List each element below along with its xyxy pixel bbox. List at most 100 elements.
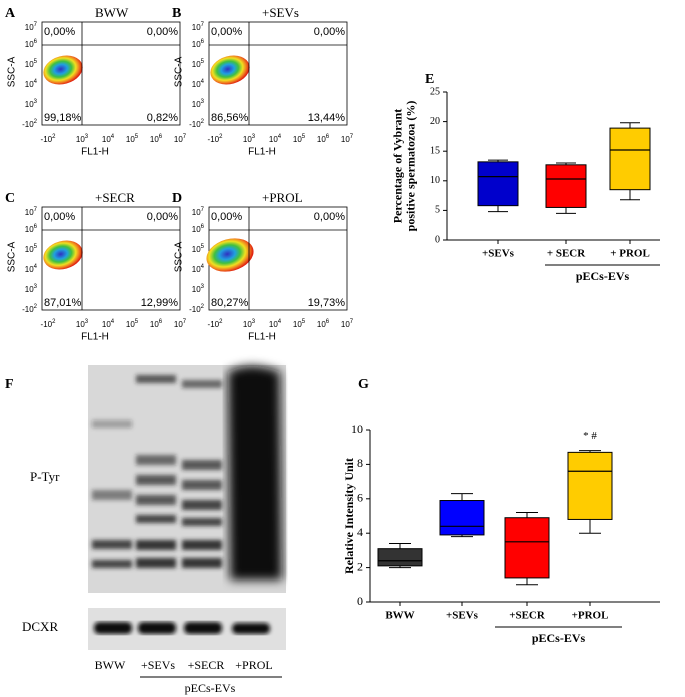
band-label: DCXR bbox=[22, 619, 58, 634]
annotation: * # bbox=[583, 430, 597, 442]
x-tick-label: +SECR bbox=[509, 610, 546, 622]
quadrant-value: 99,18% bbox=[44, 112, 82, 124]
y-tick-label: 105 bbox=[25, 59, 38, 70]
y-tick-label: 104 bbox=[25, 79, 38, 90]
y-tick-label: 10 bbox=[430, 175, 440, 186]
panel-letter: G bbox=[358, 377, 369, 392]
panel-title: +PROL bbox=[262, 190, 303, 205]
y-tick-label: 106 bbox=[25, 39, 38, 50]
y-tick-label: 104 bbox=[192, 264, 205, 275]
box bbox=[545, 164, 587, 208]
y-axis-label: Percentage of Vybrant bbox=[390, 109, 404, 223]
x-tick-label: -102 bbox=[41, 134, 57, 145]
group-label: pECs-EVs bbox=[576, 269, 630, 283]
lane-label: +SECR bbox=[188, 658, 225, 672]
y-tick-label: 20 bbox=[430, 116, 440, 127]
box bbox=[439, 500, 485, 536]
x-tick-label: 107 bbox=[341, 134, 354, 145]
y-axis-label: Relative Intensity Unit bbox=[342, 458, 356, 574]
x-tick-label: -102 bbox=[208, 319, 224, 330]
lane-label: +SEVs bbox=[141, 658, 175, 672]
x-tick-label: + SECR bbox=[547, 248, 586, 260]
panel-letter: C bbox=[5, 191, 15, 206]
panel-title: +SEVs bbox=[262, 5, 299, 20]
quadrant-value: 0,00% bbox=[211, 26, 242, 38]
quadrant-value: 19,73% bbox=[308, 297, 346, 309]
quadrant-value: 0,00% bbox=[147, 26, 178, 38]
y-tick-label: 107 bbox=[25, 207, 38, 218]
y-tick-label: 105 bbox=[192, 244, 205, 255]
y-tick-label: 5 bbox=[435, 205, 440, 216]
y-tick-label: 104 bbox=[192, 79, 205, 90]
quadrant-value: 12,99% bbox=[141, 297, 179, 309]
x-tick-label: 105 bbox=[126, 134, 139, 145]
y-tick-label: 15 bbox=[430, 145, 440, 156]
quadrant-value: 0,00% bbox=[314, 26, 345, 38]
y-tick-label: 103 bbox=[25, 99, 38, 110]
blot-image bbox=[88, 365, 286, 650]
y-tick-label: 106 bbox=[192, 224, 205, 235]
x-tick-label: 103 bbox=[243, 319, 256, 330]
x-axis-label: FL1-H bbox=[248, 147, 276, 158]
x-tick-label: 104 bbox=[269, 134, 282, 145]
x-tick-label: 106 bbox=[317, 319, 330, 330]
y-axis-label: SSC-A bbox=[174, 241, 185, 272]
y-tick-label: -102 bbox=[189, 304, 205, 315]
panel-letter: B bbox=[172, 6, 181, 21]
x-tick-label: 106 bbox=[150, 134, 163, 145]
panel-title: +SECR bbox=[95, 190, 135, 205]
x-axis-label: FL1-H bbox=[248, 332, 276, 343]
y-tick-label: 10 bbox=[351, 422, 363, 436]
panel-letter: D bbox=[172, 191, 182, 206]
plot-frame bbox=[41, 21, 181, 126]
density-blob bbox=[43, 240, 83, 270]
y-tick-label: 107 bbox=[192, 207, 205, 218]
x-tick-label: 106 bbox=[150, 319, 163, 330]
lane-label: BWW bbox=[95, 658, 126, 672]
y-tick-label: 25 bbox=[430, 86, 440, 97]
y-tick-label: 0 bbox=[357, 594, 363, 608]
x-tick-label: -102 bbox=[41, 319, 57, 330]
quadrant-value: 0,00% bbox=[147, 211, 178, 223]
box bbox=[504, 517, 550, 579]
x-tick-label: +SEVs bbox=[482, 248, 515, 260]
quadrant-value: 0,00% bbox=[211, 211, 242, 223]
quadrant-value: 13,44% bbox=[308, 112, 346, 124]
y-tick-label: 4 bbox=[357, 525, 363, 539]
y-tick-label: -102 bbox=[189, 119, 205, 130]
y-tick-label: 103 bbox=[25, 284, 38, 295]
box bbox=[609, 127, 651, 191]
panel-letter: A bbox=[5, 6, 16, 21]
x-tick-label: +SEVs bbox=[446, 610, 479, 622]
y-tick-label: 6 bbox=[357, 491, 363, 505]
x-tick-label: + PROL bbox=[610, 248, 650, 260]
group-label: pECs-EVs bbox=[532, 631, 586, 645]
density-blob bbox=[43, 55, 83, 85]
quadrant-value: 86,56% bbox=[211, 112, 249, 124]
x-tick-label: 103 bbox=[243, 134, 256, 145]
y-tick-label: 104 bbox=[25, 264, 38, 275]
y-tick-label: 8 bbox=[357, 456, 363, 470]
y-tick-label: 103 bbox=[192, 284, 205, 295]
density-blob bbox=[206, 238, 254, 272]
x-tick-label: +PROL bbox=[572, 610, 609, 622]
y-tick-label: 2 bbox=[357, 559, 363, 573]
x-tick-label: 106 bbox=[317, 134, 330, 145]
x-tick-label: 107 bbox=[174, 319, 187, 330]
y-tick-label: 106 bbox=[25, 224, 38, 235]
y-tick-label: 0 bbox=[435, 234, 440, 245]
x-tick-label: 103 bbox=[76, 134, 89, 145]
panel-letter: F bbox=[5, 377, 14, 392]
x-axis-label: FL1-H bbox=[81, 147, 109, 158]
panel-title: BWW bbox=[95, 5, 129, 20]
y-tick-label: -102 bbox=[22, 119, 38, 130]
x-tick-label: 104 bbox=[102, 319, 115, 330]
lane-label: +PROL bbox=[235, 658, 272, 672]
y-axis-label: SSC-A bbox=[7, 56, 18, 87]
y-axis-label: SSC-A bbox=[7, 241, 18, 272]
density-blob bbox=[210, 55, 250, 85]
y-tick-label: 105 bbox=[25, 244, 38, 255]
y-tick-label: 105 bbox=[192, 59, 205, 70]
band-label: P-Tyr bbox=[30, 469, 60, 484]
y-tick-label: -102 bbox=[22, 304, 38, 315]
